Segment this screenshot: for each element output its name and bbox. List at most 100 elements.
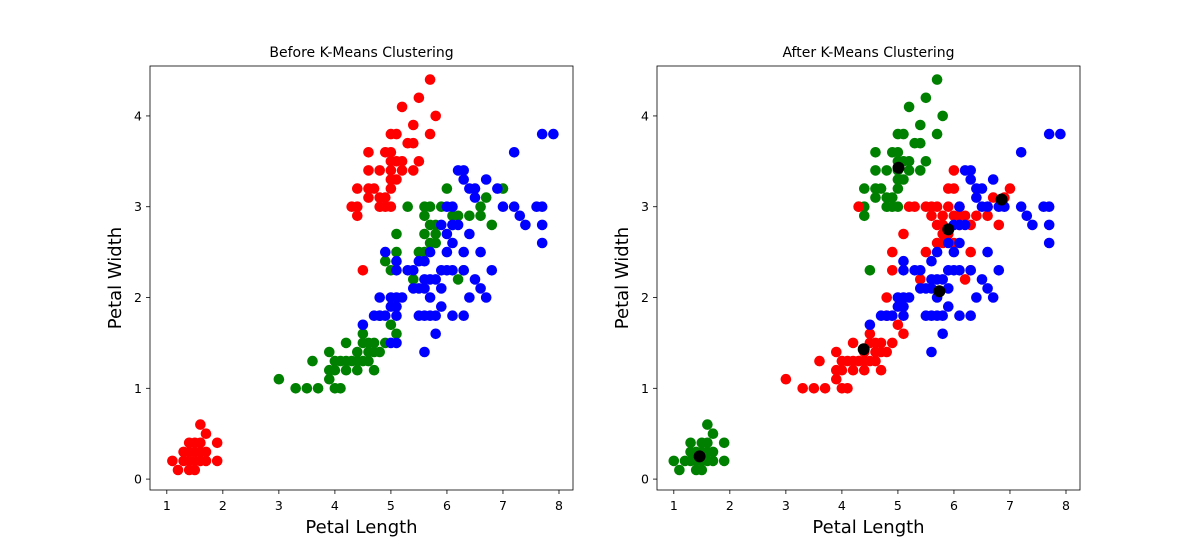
data-point — [943, 301, 954, 312]
data-point — [887, 265, 898, 276]
data-point — [1027, 219, 1038, 231]
data-point — [920, 246, 932, 258]
data-point — [200, 455, 212, 467]
data-point — [447, 310, 458, 322]
x-axis-label: Petal Length — [305, 517, 417, 538]
data-point — [195, 437, 206, 449]
data-point — [959, 274, 971, 285]
data-point — [965, 265, 976, 276]
x-tick-label: 1 — [163, 498, 171, 513]
data-point — [881, 165, 892, 176]
data-point — [1015, 201, 1027, 212]
data-point — [441, 228, 453, 240]
x-tick-label: 4 — [838, 498, 846, 513]
data-point — [408, 165, 419, 176]
data-point — [424, 201, 436, 212]
data-point — [718, 455, 730, 467]
data-point — [959, 210, 971, 222]
y-tick-label: 4 — [641, 108, 649, 123]
data-point — [948, 165, 960, 176]
data-point — [780, 373, 792, 385]
data-point — [357, 319, 369, 331]
x-tick-label: 8 — [1062, 498, 1070, 513]
data-point — [464, 292, 475, 303]
data-point — [1043, 201, 1055, 212]
data-point — [875, 364, 887, 376]
x-axis-ticks: 1 2 3 4 5 6 7 8 — [163, 490, 563, 513]
data-point — [685, 437, 696, 449]
data-point — [374, 292, 386, 303]
data-point — [915, 119, 926, 131]
data-point — [352, 183, 363, 194]
x-tick-label: 3 — [275, 498, 283, 513]
data-point — [391, 265, 402, 276]
data-point — [497, 201, 509, 212]
data-point — [808, 383, 820, 394]
data-point — [875, 337, 887, 349]
data-point — [436, 283, 447, 294]
data-point — [458, 174, 470, 185]
y-tick-label: 3 — [134, 199, 142, 214]
data-point — [842, 383, 853, 394]
data-point — [167, 455, 178, 467]
data-point — [391, 328, 402, 340]
data-point — [937, 210, 948, 222]
data-point — [898, 174, 909, 185]
data-point — [982, 283, 993, 294]
data-point — [892, 147, 904, 158]
data-point — [707, 446, 719, 458]
data-point — [396, 292, 408, 303]
before-clustering-panel: 1 2 3 4 5 6 7 8 0 1 2 3 4 Before K-Means Clustering… — [105, 45, 574, 538]
data-point — [357, 328, 369, 340]
data-point — [340, 337, 352, 349]
data-point — [402, 201, 414, 212]
data-point — [965, 246, 976, 258]
x-tick-label: 4 — [331, 498, 339, 513]
data-point — [976, 274, 988, 285]
data-point — [853, 201, 864, 212]
data-point — [668, 455, 680, 467]
data-point — [380, 255, 391, 267]
data-point — [352, 201, 363, 212]
data-point — [385, 128, 397, 140]
data-point — [352, 364, 363, 376]
data-point — [352, 346, 363, 358]
data-point — [324, 346, 335, 358]
x-tick-label: 7 — [499, 498, 507, 513]
data-point — [419, 228, 430, 240]
data-point — [475, 246, 486, 258]
data-point — [898, 255, 909, 267]
data-point — [965, 174, 976, 185]
data-point — [189, 464, 201, 476]
data-point — [430, 328, 442, 340]
data-point — [898, 310, 909, 322]
x-tick-label: 7 — [1006, 498, 1014, 513]
data-point — [987, 174, 999, 185]
x-tick-label: 1 — [670, 498, 678, 513]
data-point — [954, 310, 965, 322]
data-point — [887, 192, 898, 203]
data-point — [436, 219, 447, 231]
y-tick-label: 2 — [134, 290, 142, 305]
x-tick-label: 2 — [726, 498, 734, 513]
data-point — [424, 128, 436, 140]
data-point — [1004, 183, 1016, 194]
data-point — [520, 219, 531, 231]
data-point — [436, 301, 447, 312]
y-axis-ticks: 0 1 2 3 4 — [134, 108, 150, 487]
data-point — [408, 274, 419, 285]
x-tick-label: 8 — [555, 498, 563, 513]
data-point — [396, 165, 408, 176]
data-point — [380, 192, 391, 203]
data-point — [982, 246, 993, 258]
data-point — [859, 183, 870, 194]
data-point — [486, 219, 498, 231]
data-point — [368, 183, 380, 194]
data-point — [514, 210, 526, 222]
data-point — [674, 464, 685, 476]
data-point — [1043, 128, 1055, 140]
centroid-point — [693, 450, 706, 463]
centroid-point — [857, 343, 870, 356]
data-point — [536, 237, 548, 249]
